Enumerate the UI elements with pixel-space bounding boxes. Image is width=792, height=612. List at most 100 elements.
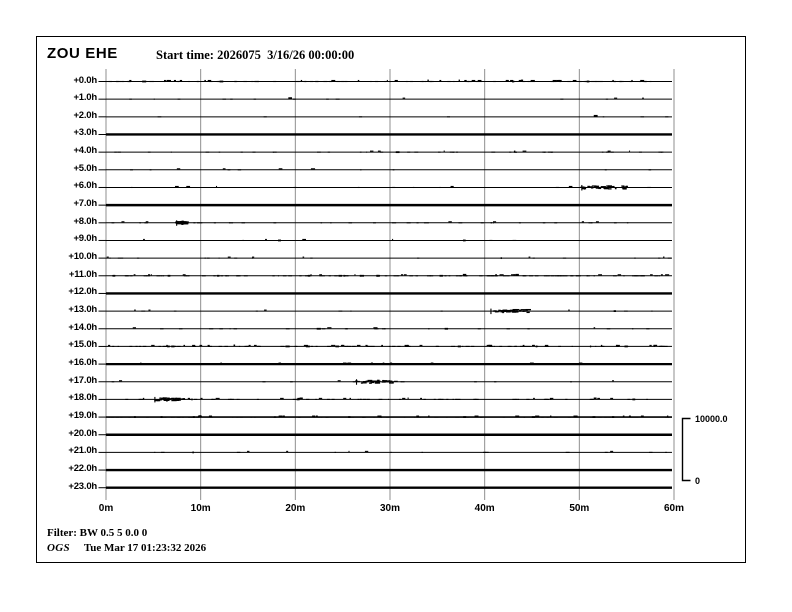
trace-burst-dash — [356, 380, 360, 383]
trace-noise-dash — [433, 398, 436, 400]
trace-noise-dash — [148, 274, 150, 276]
trace-noise-dash — [118, 80, 122, 83]
trace-noise-dash — [109, 257, 111, 259]
trace-noise-dash — [597, 416, 602, 418]
trace-noise-dash — [253, 98, 257, 100]
hour-label: +5.0h — [73, 162, 97, 174]
trace-noise-dash — [631, 416, 636, 418]
trace-noise-dash — [305, 275, 309, 277]
trace-noise-dash — [518, 222, 521, 224]
trace-noise-dash — [455, 416, 460, 418]
trace-noise-dash — [654, 275, 658, 277]
minute-label: 0m — [98, 503, 114, 514]
trace-noise-dash — [121, 221, 125, 223]
trace-burst-dash — [375, 380, 381, 382]
trace-burst-dash — [523, 310, 526, 312]
trace-noise-dash — [206, 257, 210, 259]
trace-burst-dash — [175, 221, 181, 223]
trace-noise-dash — [286, 345, 289, 347]
trace-noise-dash — [273, 80, 277, 83]
trace-noise-dash — [156, 275, 161, 277]
trace-noise-dash — [175, 185, 179, 188]
trace-noise-dash — [191, 398, 193, 401]
trace-noise-dash — [331, 398, 335, 400]
trace-noise-dash — [552, 79, 557, 82]
trace-noise-dash — [232, 416, 234, 418]
trace-noise-dash — [327, 151, 331, 153]
trace-noise-dash — [160, 328, 164, 330]
trace-burst-dash — [595, 185, 600, 187]
trace-noise-dash — [130, 169, 133, 171]
trace-noise-dash — [229, 222, 234, 224]
trace-noise-dash — [541, 416, 543, 418]
trace-noise-dash — [242, 239, 244, 242]
trace-noise-dash — [512, 398, 517, 400]
trace-noise-dash — [558, 345, 561, 347]
trace-noise-dash — [631, 328, 634, 330]
trace-noise-dash — [244, 345, 248, 347]
trace-noise-dash — [535, 345, 538, 348]
trace-burst-dash — [502, 311, 504, 314]
trace-noise-dash — [202, 275, 206, 277]
trace-noise-dash — [439, 79, 442, 82]
trace-noise-dash — [520, 345, 524, 347]
trace-noise-dash — [439, 186, 441, 189]
trace-noise-dash — [219, 328, 223, 330]
trace-noise-dash — [653, 344, 658, 346]
trace-noise-dash — [149, 169, 152, 171]
trace-noise-dash — [263, 363, 265, 365]
trace-noise-dash — [509, 345, 512, 347]
trace-noise-dash — [108, 344, 111, 346]
trace-noise-dash — [568, 185, 573, 188]
trace-noise-dash — [491, 151, 496, 153]
trace-noise-dash — [375, 328, 379, 330]
trace-noise-dash — [551, 363, 556, 365]
trace-noise-dash — [120, 257, 124, 259]
trace-noise-dash — [384, 80, 386, 83]
trace-noise-dash — [588, 222, 593, 224]
minute-label: 10m — [190, 503, 211, 514]
trace-noise-dash — [255, 310, 258, 312]
trace-noise-dash — [219, 80, 224, 83]
trace-noise-dash — [326, 98, 329, 100]
trace-noise-dash — [177, 98, 181, 100]
trace-noise-dash — [310, 257, 313, 259]
trace-noise-dash — [288, 97, 293, 100]
trace-noise-dash — [106, 256, 109, 258]
trace-noise-dash — [371, 345, 375, 347]
trace-noise-dash — [349, 397, 351, 399]
trace-noise-dash — [292, 398, 296, 400]
trace-noise-dash — [147, 151, 151, 153]
trace-noise-dash — [162, 275, 165, 277]
trace-noise-dash — [492, 222, 494, 224]
trace-noise-dash — [213, 222, 216, 224]
trace-noise-dash — [531, 80, 535, 83]
trace-noise-dash — [455, 275, 459, 277]
trace-noise-dash — [601, 186, 603, 189]
trace-noise-dash — [304, 80, 307, 83]
trace-noise-dash — [162, 416, 167, 418]
trace-noise-dash — [479, 275, 483, 277]
trace-noise-dash — [373, 327, 378, 329]
trace-noise-dash — [515, 398, 518, 400]
trace-noise-dash — [631, 79, 633, 82]
trace-noise-dash — [473, 398, 477, 400]
trace-noise-dash — [416, 416, 421, 418]
trace-noise-dash — [423, 398, 426, 400]
trace-noise-dash — [264, 309, 267, 311]
trace-burst-dash — [178, 222, 181, 225]
trace-noise-dash — [350, 310, 352, 312]
trace-noise-dash — [171, 416, 175, 418]
trace-noise-dash — [550, 275, 555, 277]
trace-noise-dash — [593, 275, 595, 277]
trace-noise-dash — [456, 398, 461, 400]
trace-noise-dash — [239, 416, 243, 418]
trace-noise-dash — [391, 222, 397, 224]
trace-noise-dash — [132, 327, 136, 329]
trace-noise-dash — [531, 416, 536, 418]
start-time-label: Start time: 2026075 3/16/26 00:00:00 — [156, 48, 355, 62]
trace-noise-dash — [172, 398, 176, 400]
trace-noise-dash — [565, 398, 568, 400]
trace-noise-dash — [528, 256, 531, 258]
